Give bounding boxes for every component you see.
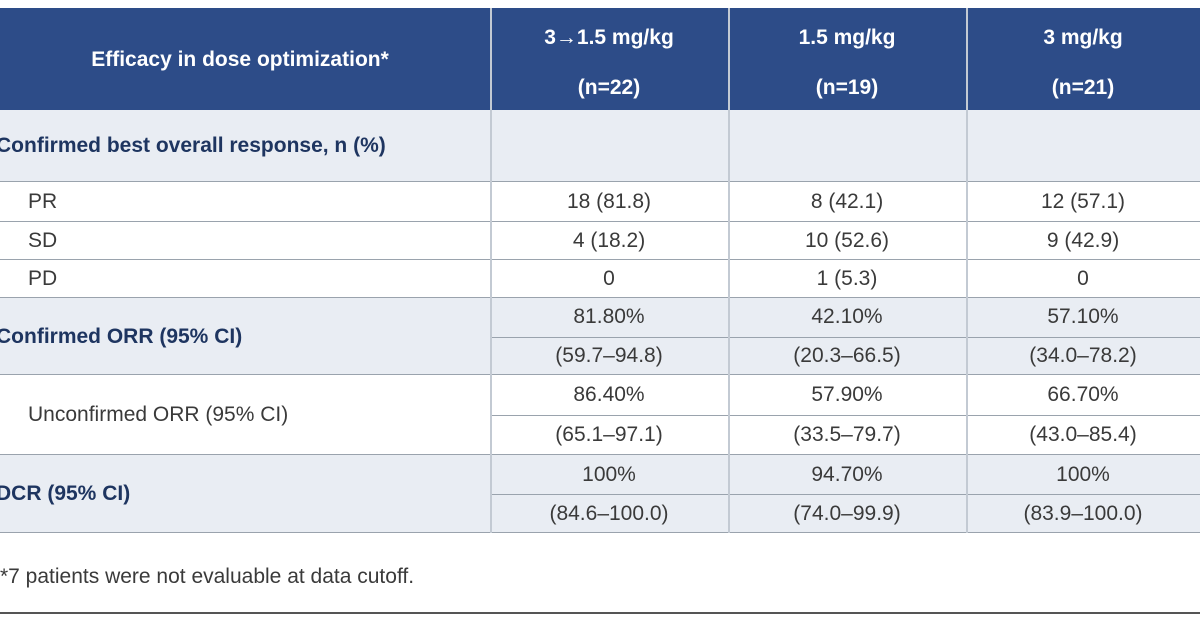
column-dose: 1.5 mg/kg: [798, 26, 896, 49]
cell-value: 8 (42.1): [810, 190, 884, 213]
row-band: [0, 110, 1200, 182]
row-rule: [0, 259, 1200, 260]
cell-ci: (20.3–66.5): [793, 343, 901, 367]
column-rule: [728, 8, 730, 533]
cell-value: 57.90%: [811, 383, 883, 406]
cell-value: 18 (81.8): [566, 190, 652, 213]
cell-value: 81.80%: [573, 305, 645, 329]
cell-value: 42.10%: [811, 305, 883, 329]
subrow-rule: [490, 336, 728, 338]
row-label: Confirmed ORR (95% CI): [0, 324, 243, 348]
bottom-rule: [0, 612, 1200, 614]
row-rule: [0, 297, 1200, 298]
cell-value: 10 (52.6): [804, 229, 890, 252]
cell-ci: (33.5–79.7): [793, 423, 901, 446]
cell-value: 86.40%: [573, 383, 645, 406]
cell-value: 0: [1077, 267, 1089, 290]
row-label: Unconfirmed ORR (95% CI): [28, 403, 289, 426]
subrow-rule: [728, 415, 966, 416]
row-label: PD: [28, 267, 58, 290]
cell-ci: (43.0–85.4): [1029, 423, 1137, 446]
column-dose: 3 mg/kg: [1043, 26, 1123, 49]
column-n: (n=19): [815, 76, 879, 99]
column-dose: 3→1.5 mg/kg: [544, 26, 674, 49]
cell-value: 1 (5.3): [816, 267, 878, 290]
row-label: SD: [28, 229, 58, 252]
row-rule: [0, 454, 1200, 455]
column-rule: [966, 8, 968, 533]
cell-ci: (65.1–97.1): [555, 423, 663, 446]
column-n: (n=21): [1051, 76, 1115, 99]
cell-value: 4 (18.2): [572, 229, 646, 252]
header-title: Efficacy in dose optimization*: [91, 48, 389, 71]
subrow-rule: [490, 494, 728, 495]
cell-ci: (34.0–78.2): [1029, 343, 1137, 367]
row-label: DCR (95% CI): [0, 482, 131, 505]
cell-value: 94.70%: [811, 462, 883, 486]
row-rule: [0, 181, 1200, 182]
subrow-rule: [490, 415, 728, 416]
subrow-rule: [728, 336, 966, 338]
row-label: PR: [28, 190, 58, 213]
cell-value: 0: [603, 267, 615, 290]
column-rule: [490, 8, 492, 533]
subrow-rule: [966, 415, 1200, 416]
column-n: (n=22): [577, 76, 641, 99]
header-band: [0, 8, 1200, 110]
row-label: Confirmed best overall response, n (%): [0, 134, 386, 157]
row-rule: [0, 532, 1200, 533]
cell-value: 100%: [582, 462, 636, 486]
cell-value: 100%: [1056, 462, 1110, 486]
footnote: *7 patients were not evaluable at data c…: [0, 565, 415, 588]
cell-ci: (74.0–99.9): [793, 501, 901, 525]
cell-ci: (59.7–94.8): [555, 343, 663, 367]
subrow-rule: [966, 494, 1200, 495]
row-rule: [0, 374, 1200, 375]
cell-ci: (83.9–100.0): [1023, 501, 1143, 525]
cell-ci: (84.6–100.0): [549, 501, 669, 525]
row-rule: [0, 221, 1200, 222]
subrow-rule: [728, 494, 966, 495]
cell-value: 12 (57.1): [1040, 190, 1126, 213]
cell-value: 66.70%: [1047, 383, 1119, 406]
cell-value: 57.10%: [1047, 305, 1119, 329]
cell-value: 9 (42.9): [1046, 229, 1120, 252]
subrow-rule: [966, 336, 1200, 338]
